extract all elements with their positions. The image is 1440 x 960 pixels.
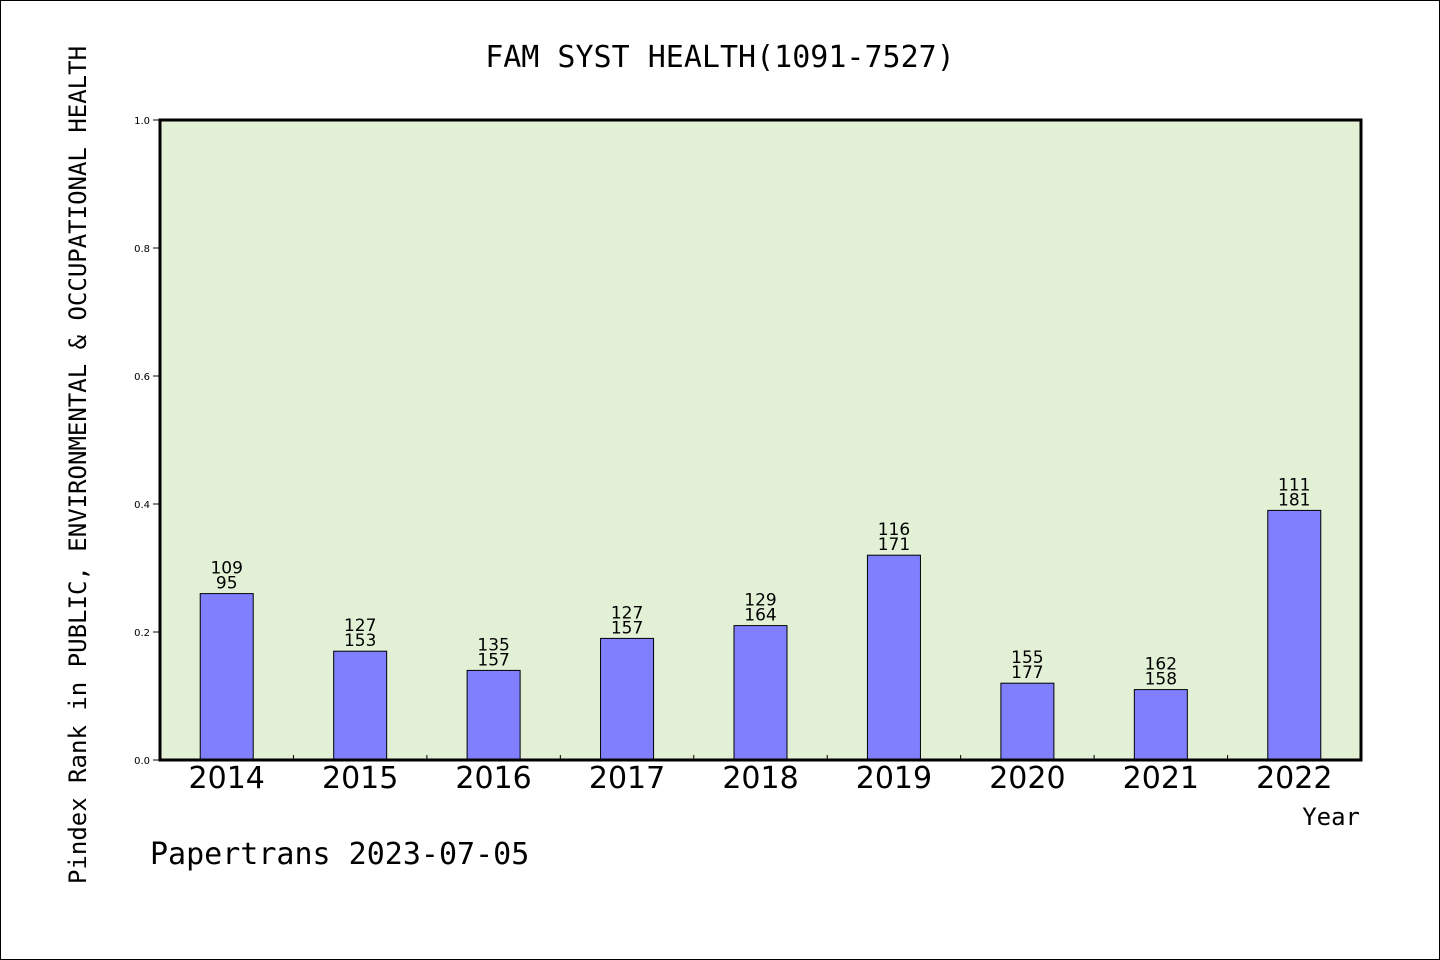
x-tick-label: 2015 xyxy=(322,761,398,796)
data-label-bottom: 181 xyxy=(1278,490,1310,510)
x-tick-label: 2018 xyxy=(722,761,798,796)
data-label-bottom: 153 xyxy=(344,631,376,651)
bar-2014 xyxy=(199,593,254,761)
x-tick-label: 2022 xyxy=(1256,761,1332,796)
chart-title: FAM SYST HEALTH(1091-7527) xyxy=(485,40,955,75)
bar-2016 xyxy=(466,669,521,761)
data-label-bottom: 158 xyxy=(1145,670,1177,690)
data-label-top: 116 xyxy=(878,520,910,540)
data-label-top: 127 xyxy=(344,616,376,636)
data-label-bottom: 95 xyxy=(216,574,238,594)
data-label-top: 111 xyxy=(1278,475,1310,495)
bar-2015 xyxy=(333,650,388,761)
y-tick-label: 0.4 xyxy=(134,500,150,511)
bar-2018 xyxy=(733,625,788,761)
bar-2019 xyxy=(866,554,921,761)
y-tick-label: 0.2 xyxy=(134,628,150,639)
footer-text: Papertrans 2023-07-05 xyxy=(150,837,529,872)
x-tick-label: 2021 xyxy=(1123,761,1199,796)
y-tick-label: 0.0 xyxy=(134,756,150,767)
y-tick-label: 0.8 xyxy=(134,244,150,255)
y-tick-label: 1.0 xyxy=(134,116,150,127)
x-tick-label: 2019 xyxy=(856,761,932,796)
data-label-bottom: 157 xyxy=(611,618,643,638)
data-label-top: 155 xyxy=(1011,648,1043,668)
x-axis-label: Year xyxy=(1302,803,1360,831)
data-label-bottom: 171 xyxy=(878,535,910,555)
data-label-top: 162 xyxy=(1145,655,1177,675)
data-label-top: 135 xyxy=(477,635,509,655)
x-tick-label: 2014 xyxy=(189,761,265,796)
data-label-bottom: 177 xyxy=(1011,663,1043,683)
data-label-top: 127 xyxy=(611,603,643,623)
data-label-top: 109 xyxy=(210,559,242,579)
x-tick-label: 2017 xyxy=(589,761,665,796)
x-tick-label: 2016 xyxy=(455,761,531,796)
x-tick-label: 2020 xyxy=(989,761,1065,796)
bar-2017 xyxy=(600,637,655,761)
data-label-bottom: 164 xyxy=(744,606,776,626)
y-axis-label: Pindex Rank in PUBLIC, ENVIRONMENTAL & O… xyxy=(64,46,92,884)
bar-2021 xyxy=(1133,689,1188,761)
bar-2020 xyxy=(1000,682,1055,761)
data-label-top: 129 xyxy=(744,591,776,611)
bar-2022 xyxy=(1267,509,1322,761)
plot-frame xyxy=(158,118,1363,762)
y-tick-label: 0.6 xyxy=(134,372,150,383)
data-label-bottom: 157 xyxy=(477,650,509,670)
